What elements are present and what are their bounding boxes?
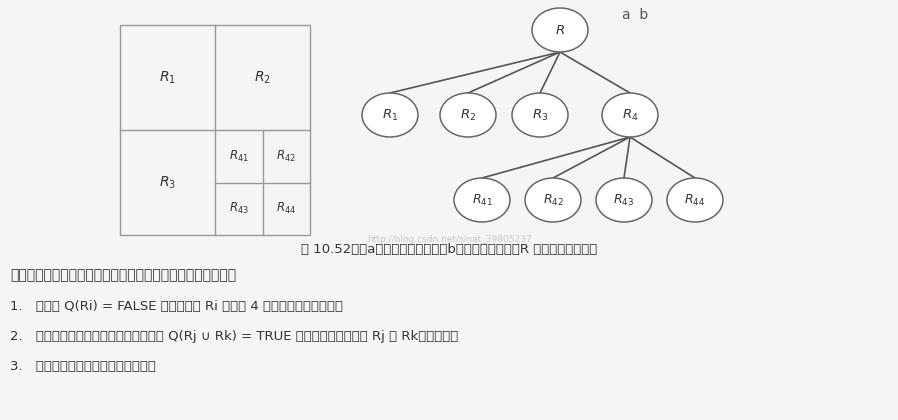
Text: $R_4$: $R_4$ xyxy=(621,108,638,123)
Text: 1. 对满足 Q(Ri) = FALSE 的任何区域 Ri 分裂为 4 个不相交的象限区域。: 1. 对满足 Q(Ri) = FALSE 的任何区域 Ri 分裂为 4 个不相交… xyxy=(10,300,343,313)
Ellipse shape xyxy=(532,8,588,52)
Text: $R_{41}$: $R_{41}$ xyxy=(229,149,249,164)
Ellipse shape xyxy=(440,93,496,137)
Text: 前述讨论可以小结为如下过程，在该过程的任何一步中，我们: 前述讨论可以小结为如下过程，在该过程的任何一步中，我们 xyxy=(10,268,236,282)
Text: 图 10.52　（a）被分割的图像；（b）对应的四叉树。R 表示整个图像区域: 图 10.52 （a）被分割的图像；（b）对应的四叉树。R 表示整个图像区域 xyxy=(301,243,597,256)
Ellipse shape xyxy=(525,178,581,222)
Ellipse shape xyxy=(596,178,652,222)
Bar xyxy=(120,25,310,235)
Text: $R_{43}$: $R_{43}$ xyxy=(613,192,635,207)
Text: $R_{43}$: $R_{43}$ xyxy=(229,201,249,216)
Ellipse shape xyxy=(362,93,418,137)
Ellipse shape xyxy=(512,93,568,137)
Text: 3. 当无法进一步聚合时，停止操作。: 3. 当无法进一步聚合时，停止操作。 xyxy=(10,360,156,373)
Text: $R_1$: $R_1$ xyxy=(159,69,176,86)
Ellipse shape xyxy=(454,178,510,222)
Text: $R_2$: $R_2$ xyxy=(254,69,271,86)
Text: $R_1$: $R_1$ xyxy=(382,108,398,123)
Text: $R_{44}$: $R_{44}$ xyxy=(684,192,706,207)
Text: $R_{41}$: $R_{41}$ xyxy=(471,192,492,207)
Text: http://blog.csdn.net/sinat_39805237: http://blog.csdn.net/sinat_39805237 xyxy=(366,235,532,244)
Ellipse shape xyxy=(667,178,723,222)
Text: 2. 当不可能进一步分裂时，对满足条件 Q(Rj ∪ Rk) = TRUE 的任意两个邻接区域 Rj 和 Rk进行聚合。: 2. 当不可能进一步分裂时，对满足条件 Q(Rj ∪ Rk) = TRUE 的任… xyxy=(10,330,458,343)
Text: $R_2$: $R_2$ xyxy=(460,108,476,123)
Text: $R$: $R$ xyxy=(555,24,565,37)
Text: $R_{42}$: $R_{42}$ xyxy=(277,149,296,164)
Ellipse shape xyxy=(602,93,658,137)
Text: $R_3$: $R_3$ xyxy=(532,108,548,123)
Text: $R_3$: $R_3$ xyxy=(159,174,176,191)
Text: $R_{44}$: $R_{44}$ xyxy=(277,201,296,216)
Text: $R_{42}$: $R_{42}$ xyxy=(542,192,563,207)
Text: a  b: a b xyxy=(622,8,648,22)
